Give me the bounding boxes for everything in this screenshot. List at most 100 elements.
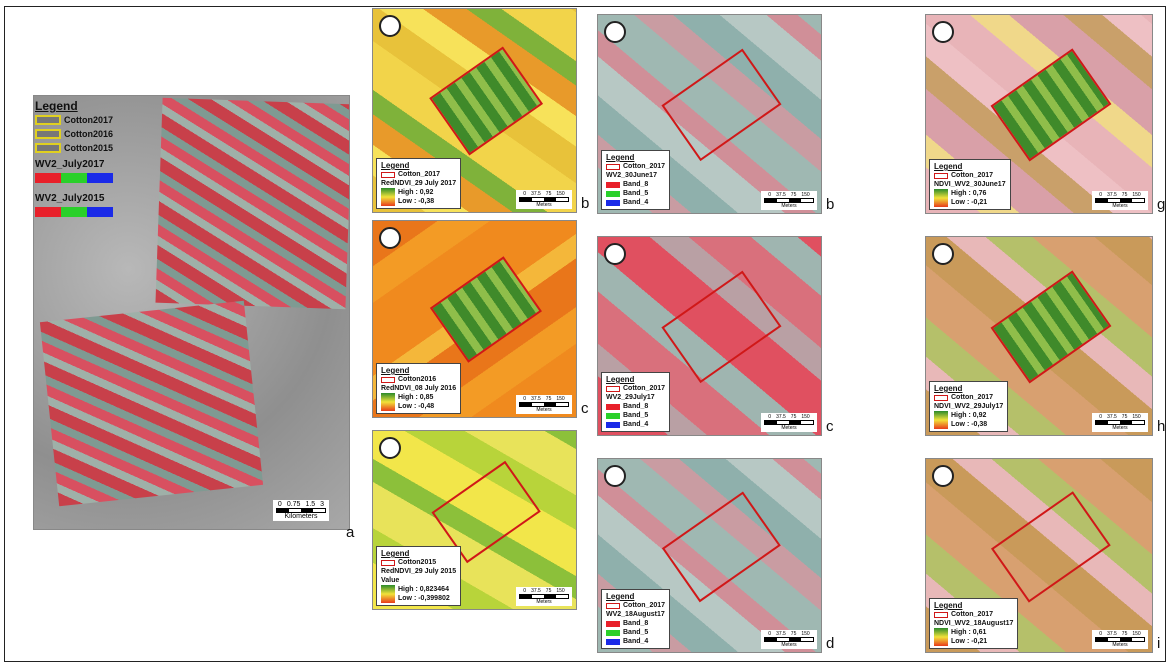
swatch <box>934 395 948 401</box>
ramp-labels: High : 0,823464Low : -0,399802 <box>398 585 450 603</box>
north-arrow <box>932 21 954 43</box>
legend: LegendCotton_2017WV2_18August17Band_8Ban… <box>601 589 670 649</box>
legend-item: Cotton_2017 <box>381 170 456 179</box>
legend-label: WV2_July2017 <box>35 158 113 171</box>
swatch <box>35 173 61 183</box>
scale-unit: Meters <box>536 407 551 413</box>
scale-unit: Meters <box>536 202 551 208</box>
legend-label: Band_5 <box>623 411 648 420</box>
field-boundary <box>429 257 541 364</box>
north-arrow <box>604 465 626 487</box>
layer-name: RedNDVI_08 July 2016 <box>381 384 456 393</box>
scale-bar: 037.575150Meters <box>1092 191 1148 210</box>
ramp-labels: High : 0,92Low : -0,38 <box>951 411 987 429</box>
legend: LegendCotton2015RedNDVI_29 July 2015Valu… <box>376 546 461 606</box>
north-arrow <box>604 243 626 265</box>
legend-ramp: High : 0,92Low : -0,38 <box>934 411 1003 429</box>
field-boundary <box>429 47 543 156</box>
swatch <box>35 115 61 125</box>
panel-label: a <box>346 524 354 541</box>
legend-item: Band_4 <box>606 420 665 429</box>
swatch <box>381 560 395 566</box>
legend-label: Value <box>381 576 456 585</box>
panel-label: c <box>826 418 834 435</box>
swatch <box>381 377 395 383</box>
scale-unit: Kilometers <box>284 513 317 520</box>
legend-ramp: High : 0,61Low : -0,21 <box>934 628 1013 646</box>
legend-item: Cotton2016 <box>35 127 113 141</box>
scale-label: 0 <box>278 501 282 508</box>
legend-item: Cotton_2017 <box>606 162 665 171</box>
ramp-high: High : 0,76 <box>951 189 987 198</box>
legend-label: Band_4 <box>623 637 648 646</box>
north-arrow <box>379 437 401 459</box>
legend-label: Cotton2016 <box>64 128 113 141</box>
panel-label: g <box>1157 196 1165 213</box>
color-ramp <box>934 411 948 429</box>
ramp-high: High : 0,823464 <box>398 585 450 594</box>
legend-item: Cotton_2017 <box>934 610 1013 619</box>
layer-name: RedNDVI_29 July 2015 <box>381 567 456 576</box>
scale-numbers: 00.751.53 <box>278 501 324 508</box>
scale-unit: Meters <box>1112 425 1127 431</box>
scale-unit: Meters <box>1112 642 1127 648</box>
legend-label: Band_5 <box>623 189 648 198</box>
swatch <box>606 413 620 419</box>
map-panel: LegendCotton_2017WV2_30June17Band_8Band_… <box>597 14 822 214</box>
legend-title: Legend <box>381 549 456 558</box>
swatch <box>87 173 113 183</box>
layer-name: NDVI_WV2_18August17 <box>934 619 1013 628</box>
color-ramp <box>381 393 395 411</box>
legend-item: Cotton_2017 <box>606 601 665 610</box>
field-boundary <box>662 49 782 161</box>
map-panel: LegendCotton_2017NDVI_WV2_18August17High… <box>925 458 1153 653</box>
legend-item: Band_5 <box>606 189 665 198</box>
field-boundary <box>991 491 1111 603</box>
scale-bar: 037.575150Meters <box>1092 630 1148 649</box>
legend-label: Cotton2016 <box>398 375 436 384</box>
legend-label: Band_8 <box>623 180 648 189</box>
legend-title: Legend <box>934 384 1003 393</box>
swatch <box>606 200 620 206</box>
scale-label: 1.5 <box>305 501 315 508</box>
legend: LegendCotton_2017NDVI_WV2_29July17High :… <box>929 381 1008 432</box>
swatch <box>381 172 395 178</box>
figure: 00.751.53Kilometers LegendCotton2017Cott… <box>0 0 1172 668</box>
legend: LegendCotton_2017RedNDVI_29 July 2017Hig… <box>376 158 461 209</box>
legend-label: Cotton_2017 <box>951 393 993 402</box>
swatch <box>606 603 620 609</box>
swatch <box>606 621 620 627</box>
layer-name: RedNDVI_29 July 2017 <box>381 179 456 188</box>
swatch <box>87 207 113 217</box>
legend-label: Cotton_2017 <box>623 601 665 610</box>
swatch <box>934 612 948 618</box>
scale-unit: Meters <box>781 203 796 209</box>
legend-label: Cotton2015 <box>64 142 113 155</box>
ramp-low: Low : -0,38 <box>951 420 987 429</box>
legend-label: Band_5 <box>623 628 648 637</box>
page: Cotton field maps {"panel_a": {"legend_t… <box>0 0 1172 668</box>
layer-name: WV2_30June17 <box>606 171 665 180</box>
color-ramp <box>934 628 948 646</box>
north-arrow <box>932 465 954 487</box>
legend-label: Cotton_2017 <box>398 170 440 179</box>
ramp-low: Low : -0,399802 <box>398 594 450 603</box>
swatch <box>35 207 61 217</box>
swatch <box>35 143 61 153</box>
legend-title: Legend <box>381 366 456 375</box>
swatch <box>606 422 620 428</box>
legend-title: Legend <box>934 601 1013 610</box>
legend-item: Cotton2015 <box>35 141 113 155</box>
swatch <box>606 386 620 392</box>
scale-label: 3 <box>320 501 324 508</box>
